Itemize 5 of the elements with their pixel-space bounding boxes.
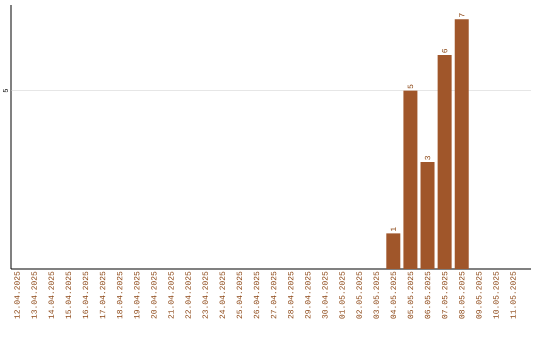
bar [420, 162, 435, 269]
bar [403, 90, 418, 269]
bar [438, 54, 452, 269]
bar [386, 233, 400, 269]
bar [454, 19, 469, 269]
